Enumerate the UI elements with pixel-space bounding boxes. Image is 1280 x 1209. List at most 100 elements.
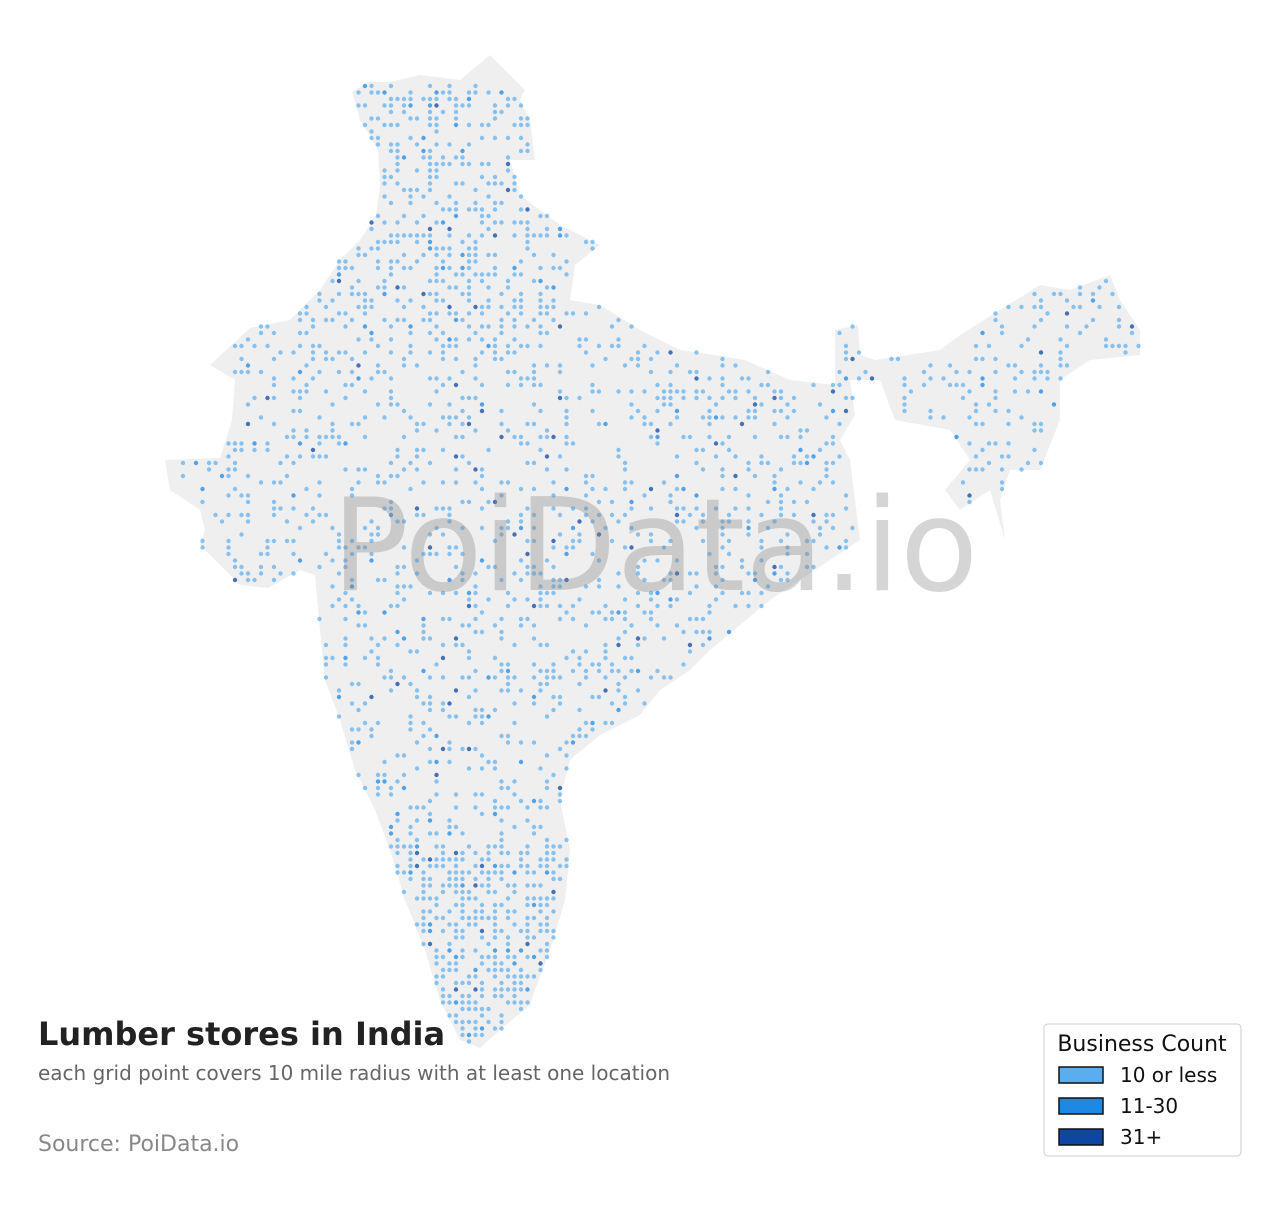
grid-point — [200, 486, 205, 492]
grid-point — [349, 291, 355, 297]
grid-point — [349, 746, 355, 752]
grid-point — [317, 343, 322, 349]
grid-point — [193, 460, 199, 466]
grid-point — [557, 694, 563, 700]
grid-point — [258, 564, 264, 570]
grid-point — [479, 311, 485, 316]
grid-point — [479, 610, 485, 615]
grid-point — [421, 909, 426, 914]
grid-point — [642, 558, 647, 563]
grid-point — [837, 382, 842, 388]
grid-point — [479, 324, 485, 329]
grid-point — [512, 369, 517, 375]
grid-point — [687, 649, 693, 654]
grid-point — [609, 499, 615, 505]
grid-point — [453, 311, 459, 316]
grid-point — [674, 558, 680, 563]
grid-point — [297, 408, 303, 414]
grid-point — [993, 408, 998, 414]
grid-point — [531, 363, 537, 368]
grid-point — [349, 265, 355, 271]
grid-point — [505, 948, 511, 953]
grid-point — [375, 142, 381, 147]
grid-point — [499, 818, 504, 823]
grid-point — [414, 506, 420, 511]
grid-point — [551, 928, 556, 934]
grid-point — [271, 564, 277, 570]
grid-point — [518, 148, 524, 154]
grid-point — [453, 356, 459, 362]
grid-point — [583, 239, 589, 245]
grid-point — [674, 506, 680, 511]
grid-point — [700, 538, 706, 544]
grid-point — [499, 532, 504, 537]
grid-point — [492, 844, 498, 849]
grid-point — [622, 597, 628, 602]
grid-point — [239, 532, 244, 537]
grid-point — [466, 142, 472, 147]
grid-point — [466, 746, 472, 752]
legend-title: Business Count — [1057, 1032, 1227, 1057]
grid-point — [544, 233, 550, 238]
grid-point — [707, 408, 712, 414]
grid-point — [505, 382, 511, 388]
grid-point — [232, 441, 238, 446]
grid-point — [453, 590, 459, 596]
grid-point — [382, 285, 387, 290]
grid-point — [798, 428, 803, 433]
grid-point — [414, 694, 420, 700]
grid-point — [453, 824, 459, 830]
grid-point — [453, 967, 459, 973]
grid-point — [304, 428, 309, 433]
grid-point — [739, 558, 745, 563]
grid-point — [590, 662, 595, 667]
grid-point — [596, 421, 602, 427]
grid-point — [388, 265, 394, 271]
grid-point — [473, 616, 478, 622]
grid-point — [1090, 291, 1096, 297]
grid-point — [434, 961, 439, 966]
grid-point — [213, 512, 218, 518]
grid-point — [499, 317, 504, 323]
grid-point — [434, 525, 439, 531]
grid-point — [993, 369, 998, 375]
grid-point — [538, 603, 543, 609]
grid-point — [408, 850, 413, 856]
grid-point — [414, 896, 420, 901]
grid-point — [369, 298, 374, 303]
grid-point — [382, 239, 387, 245]
grid-point — [759, 512, 764, 518]
grid-point — [908, 389, 914, 394]
grid-point — [427, 460, 433, 466]
grid-point — [434, 129, 439, 134]
grid-point — [1116, 304, 1122, 310]
grid-point — [668, 603, 673, 609]
grid-point — [440, 928, 446, 934]
grid-point — [479, 1026, 485, 1031]
grid-point — [362, 389, 368, 394]
grid-point — [668, 675, 673, 680]
grid-point — [440, 863, 446, 869]
grid-point — [434, 252, 439, 258]
grid-point — [297, 558, 303, 563]
grid-point — [453, 103, 459, 108]
grid-point — [720, 525, 725, 531]
grid-point — [622, 629, 628, 635]
grid-point — [466, 103, 472, 108]
grid-point — [551, 265, 556, 271]
grid-point — [401, 467, 407, 472]
grid-point — [499, 863, 504, 869]
grid-point — [492, 272, 498, 277]
grid-point — [538, 909, 543, 914]
grid-point — [759, 545, 764, 550]
grid-point — [317, 291, 322, 297]
grid-point — [453, 980, 459, 986]
grid-point — [1025, 389, 1031, 394]
grid-point — [505, 883, 511, 888]
grid-point — [369, 116, 374, 121]
grid-point — [505, 96, 511, 102]
grid-point — [427, 291, 433, 297]
grid-point — [362, 298, 368, 303]
grid-point — [466, 1032, 472, 1038]
